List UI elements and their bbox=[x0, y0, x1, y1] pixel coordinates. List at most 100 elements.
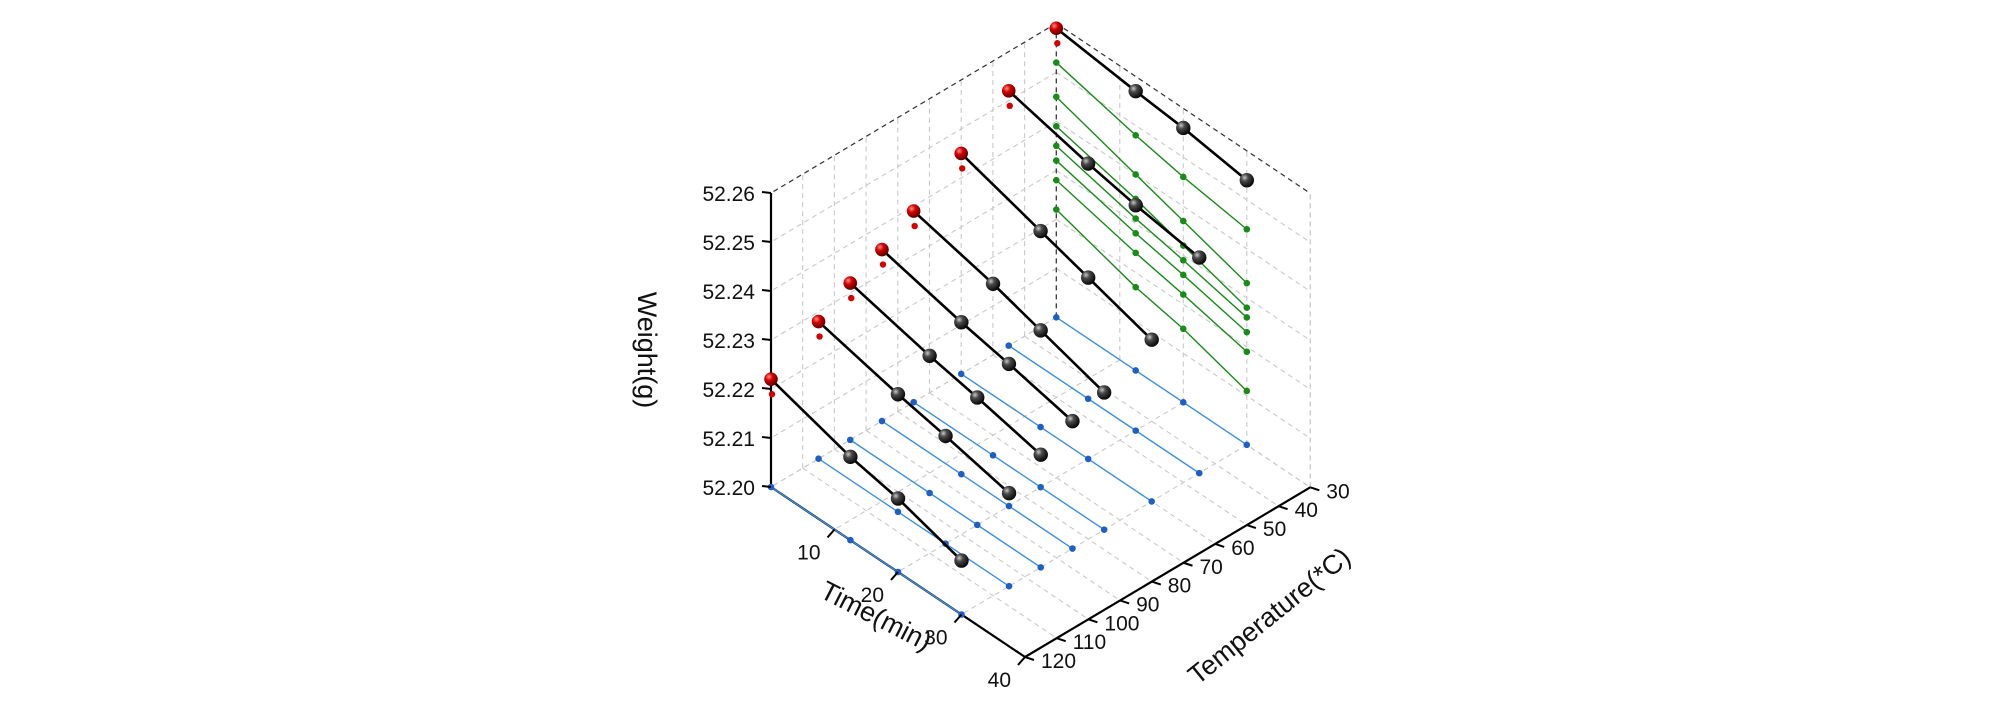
sidewall-projection-line bbox=[1055, 179, 1248, 353]
sidewall-projection-point bbox=[1243, 279, 1251, 287]
series-data-point bbox=[1065, 413, 1080, 429]
sidewall-projection-point bbox=[1180, 217, 1187, 225]
x-tick-label: 30 bbox=[924, 627, 947, 650]
series-line bbox=[849, 282, 1042, 456]
series-start-marker bbox=[811, 314, 826, 329]
y-tick-mark bbox=[1151, 580, 1162, 586]
series-data-point bbox=[1192, 250, 1207, 265]
sidewall-projection-line bbox=[1055, 145, 1248, 318]
tick-layer: 52.20 52.21 52.22 52.23 52.24 52.25 52.26 10 20 3… bbox=[702, 183, 1349, 692]
floor-projection-line bbox=[1055, 316, 1248, 446]
series-data-point bbox=[1128, 83, 1143, 99]
z-tick-label: 52.21 bbox=[702, 428, 755, 451]
series-data-point bbox=[922, 348, 937, 363]
z-tick-label: 52.20 bbox=[702, 477, 755, 500]
sidewall-projection-point bbox=[1053, 176, 1060, 184]
floor-gridline-temp bbox=[1024, 335, 1279, 507]
floor-projection-point bbox=[1037, 483, 1044, 491]
series-line bbox=[912, 210, 1106, 394]
z-tick-label: 52.25 bbox=[702, 232, 755, 255]
series-data-point bbox=[1080, 156, 1096, 171]
floor-projection-point bbox=[1005, 502, 1013, 510]
sidewall-projection-point bbox=[1053, 206, 1060, 213]
backwall-gridline-weight bbox=[770, 169, 1057, 341]
y-tick-mark bbox=[1056, 637, 1067, 643]
floor-projection-point bbox=[1053, 314, 1060, 321]
y-tick-label: 110 bbox=[1073, 631, 1106, 654]
series-start-drop-marker bbox=[879, 261, 887, 268]
sidewall-gridline-weight bbox=[1055, 218, 1311, 390]
series-start-marker bbox=[954, 146, 968, 161]
series-start-drop-marker bbox=[768, 391, 776, 398]
series-line bbox=[960, 152, 1153, 341]
floor-projection-point bbox=[1100, 526, 1108, 533]
floor-projection-point bbox=[1005, 582, 1013, 590]
floor-projection-line bbox=[881, 420, 1073, 550]
y-axis-line bbox=[1024, 486, 1311, 658]
y-tick-mark bbox=[1024, 656, 1035, 661]
floor-projection-point bbox=[1132, 367, 1139, 374]
sidewall-projection-point bbox=[1243, 387, 1251, 395]
series-line bbox=[770, 378, 963, 562]
series-data-point bbox=[1033, 323, 1048, 338]
series-line bbox=[1055, 27, 1248, 182]
series-data-point bbox=[985, 276, 1001, 291]
frame-top-side bbox=[1055, 22, 1311, 194]
series-data-point bbox=[1033, 223, 1048, 239]
z-tick-mark bbox=[761, 338, 772, 341]
floor-gridline-temp bbox=[834, 448, 1089, 620]
series-data-point bbox=[954, 553, 969, 568]
y-tick-mark bbox=[1214, 542, 1225, 548]
floor-projection-point bbox=[1084, 455, 1092, 463]
y-tick-label: 50 bbox=[1263, 518, 1286, 541]
series-start-drop-marker bbox=[911, 222, 918, 230]
sidewall-projection-point bbox=[1180, 173, 1187, 181]
projection-layer bbox=[767, 24, 1251, 618]
backwall-gridline-weight bbox=[770, 71, 1057, 243]
series-line bbox=[881, 248, 1074, 423]
series-start-marker bbox=[906, 204, 921, 218]
floor-projection-point bbox=[1005, 342, 1013, 349]
floor-projection-point bbox=[957, 370, 965, 378]
floor-projection-point bbox=[815, 455, 822, 463]
floor-projection-point bbox=[1037, 423, 1044, 431]
series-data-point bbox=[954, 315, 969, 330]
backwall-gridline-weight bbox=[770, 218, 1057, 390]
z-tick-label: 52.26 bbox=[702, 183, 755, 206]
series-data-point bbox=[1239, 173, 1255, 188]
floor-projection-point bbox=[847, 536, 854, 544]
y-tick-mark bbox=[1088, 618, 1098, 624]
sidewall-projection-point bbox=[1132, 171, 1139, 178]
y-tick-mark bbox=[1309, 486, 1320, 492]
floor-projection-point bbox=[910, 398, 917, 406]
sidewall-gridline-weight bbox=[1055, 267, 1311, 439]
sidewall-projection-point bbox=[1243, 304, 1251, 311]
frame-top-back bbox=[770, 22, 1057, 194]
floor-projection-point bbox=[894, 508, 902, 516]
sidewall-projection-point bbox=[1053, 93, 1060, 101]
x-tick-mark bbox=[1017, 656, 1026, 666]
grid-layer bbox=[770, 22, 1311, 658]
floor-projection-point bbox=[1069, 545, 1076, 552]
sidewall-projection-point bbox=[1053, 122, 1060, 130]
z-tick-mark bbox=[761, 436, 772, 439]
y-tick-label: 60 bbox=[1231, 537, 1254, 560]
y-tick-label: 80 bbox=[1168, 575, 1191, 598]
z-tick-mark bbox=[761, 191, 772, 194]
series-data-point bbox=[890, 491, 906, 506]
floor-projection-point bbox=[973, 521, 981, 529]
floor-projection-line bbox=[770, 486, 962, 616]
x-tick-label: 40 bbox=[988, 669, 1011, 692]
sidewall-projection-point bbox=[1180, 325, 1187, 333]
floor-gridline-temp bbox=[865, 429, 1121, 601]
z-tick-mark bbox=[761, 289, 772, 292]
series-start-drop-marker bbox=[816, 333, 823, 340]
series-start-marker bbox=[875, 242, 889, 257]
floor-projection-point bbox=[926, 489, 933, 497]
series-start-drop-marker bbox=[1006, 102, 1013, 110]
z-tick-mark bbox=[761, 387, 772, 390]
series-data-point bbox=[1096, 385, 1112, 400]
y-tick-mark bbox=[1119, 599, 1130, 605]
series-data-point bbox=[1001, 485, 1017, 501]
sidewall-gridline-weight bbox=[1055, 120, 1311, 292]
